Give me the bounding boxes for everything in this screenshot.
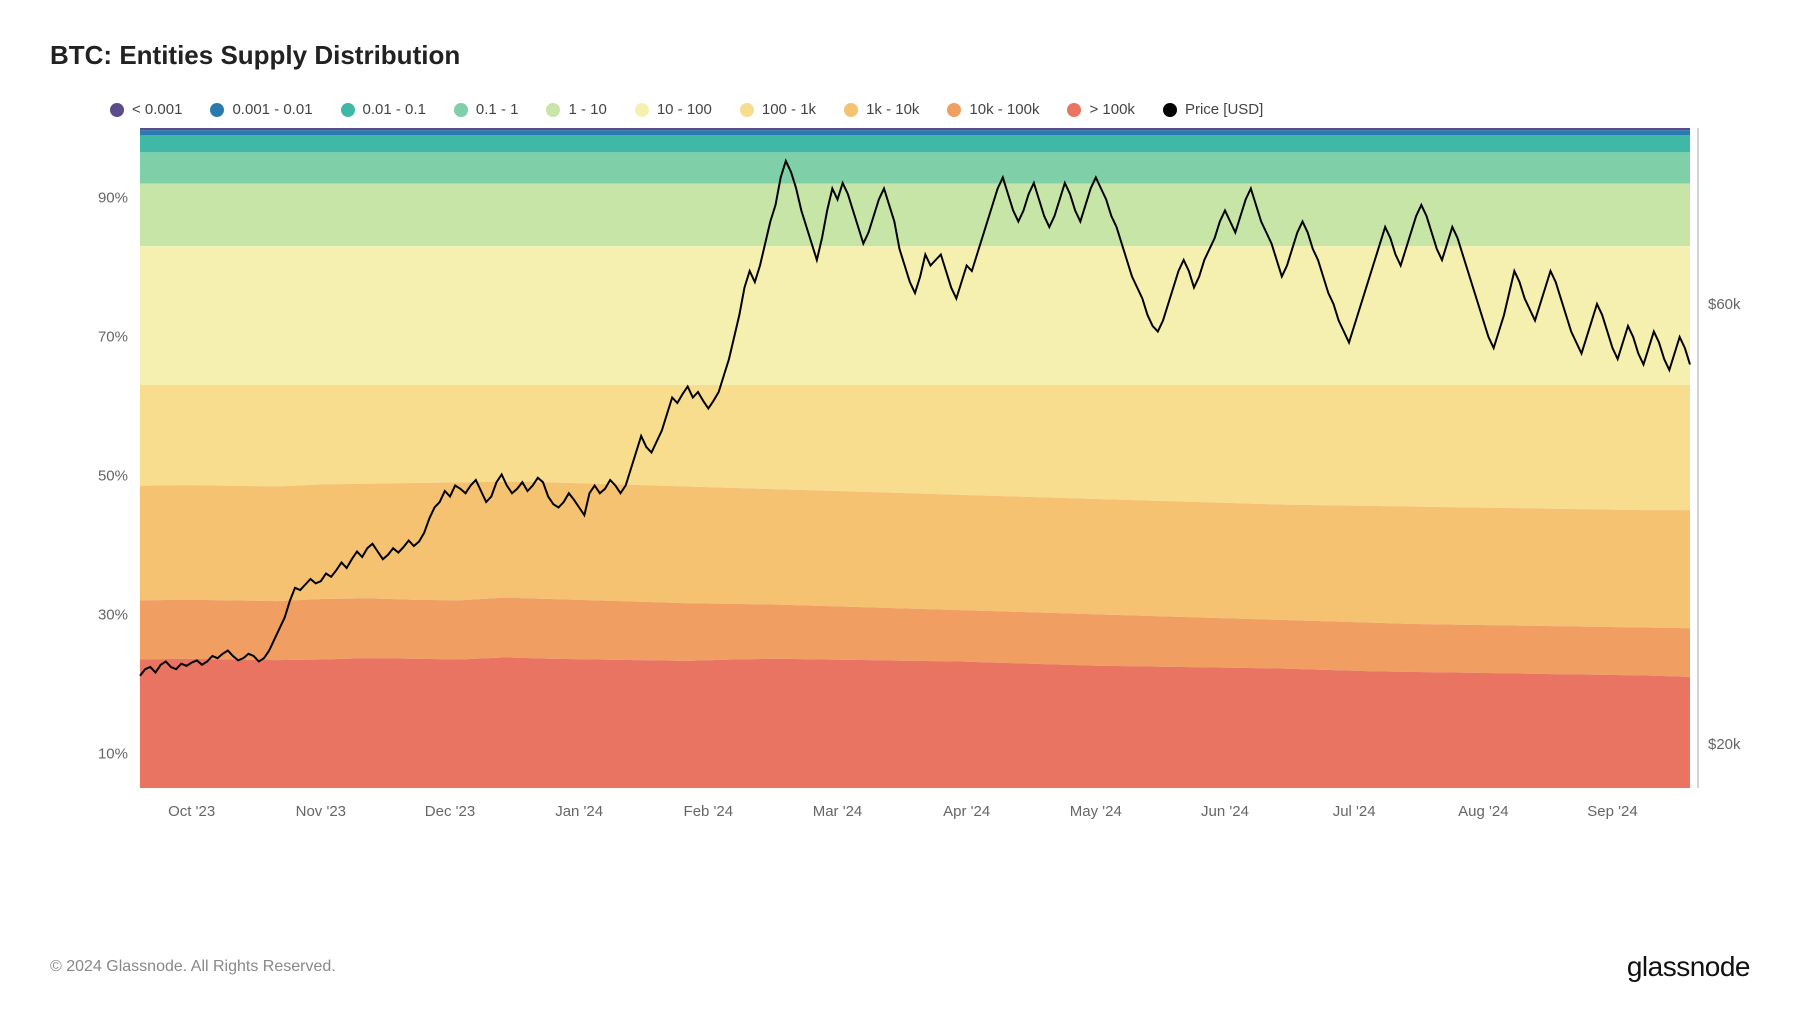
legend-label: 1k - 10k — [866, 101, 919, 118]
legend-dot — [341, 103, 355, 117]
legend-label: 10k - 100k — [969, 101, 1039, 118]
legend-label: 0.01 - 0.1 — [363, 101, 426, 118]
y-axis-left-label: 50% — [98, 467, 128, 484]
legend-item[interactable]: 1 - 10 — [546, 101, 606, 118]
legend-dot — [546, 103, 560, 117]
legend: < 0.001 0.001 - 0.01 0.01 - 0.1 0.1 - 1 1 - … — [50, 101, 1750, 118]
legend-label: 0.001 - 0.01 — [232, 101, 312, 118]
footer: © 2024 Glassnode. All Rights Reserved. g… — [50, 951, 1750, 983]
legend-label: 0.1 - 1 — [476, 101, 519, 118]
y-axis-left-label: 10% — [98, 745, 128, 762]
distribution-band — [140, 657, 1690, 788]
x-axis-label: Nov '23 — [296, 803, 346, 820]
x-axis-label: Jun '24 — [1201, 803, 1249, 820]
distribution-band — [140, 130, 1690, 135]
legend-label: > 100k — [1089, 101, 1134, 118]
legend-item[interactable]: 0.1 - 1 — [454, 101, 519, 118]
x-axis-label: Jan '24 — [555, 803, 603, 820]
distribution-band — [140, 135, 1690, 152]
legend-dot — [1067, 103, 1081, 117]
brand-logo: glassnode — [1627, 951, 1750, 983]
legend-dot — [635, 103, 649, 117]
legend-dot — [740, 103, 754, 117]
legend-item[interactable]: 1k - 10k — [844, 101, 919, 118]
y-axis-right-label: $60k — [1708, 296, 1741, 313]
distribution-band — [140, 128, 1690, 130]
legend-item[interactable]: 10 - 100 — [635, 101, 712, 118]
chart-area: 10% 30% 50% 70% 90% $20k $60k Oct '23 Nov '23 Dec… — [50, 128, 1750, 858]
legend-item[interactable]: 0.01 - 0.1 — [341, 101, 426, 118]
legend-label: 1 - 10 — [568, 101, 606, 118]
distribution-band — [140, 246, 1690, 385]
legend-item[interactable]: < 0.001 — [110, 101, 182, 118]
x-axis-label: Aug '24 — [1458, 803, 1508, 820]
x-axis-label: Jul '24 — [1333, 803, 1376, 820]
x-axis-label: Mar '24 — [813, 803, 863, 820]
legend-item[interactable]: 10k - 100k — [947, 101, 1039, 118]
legend-label: 10 - 100 — [657, 101, 712, 118]
legend-dot — [947, 103, 961, 117]
x-axis-label: May '24 — [1070, 803, 1122, 820]
legend-label: 100 - 1k — [762, 101, 816, 118]
legend-dot — [110, 103, 124, 117]
x-axis-label: Feb '24 — [684, 803, 734, 820]
y-axis-left-label: 70% — [98, 328, 128, 345]
legend-item[interactable]: 0.001 - 0.01 — [210, 101, 312, 118]
legend-label: Price [USD] — [1185, 101, 1263, 118]
x-axis-label: Oct '23 — [168, 803, 215, 820]
legend-label: < 0.001 — [132, 101, 182, 118]
legend-dot — [844, 103, 858, 117]
x-axis-label: Sep '24 — [1587, 803, 1637, 820]
legend-dot — [1163, 103, 1177, 117]
distribution-band — [140, 152, 1690, 183]
x-axis-label: Dec '23 — [425, 803, 475, 820]
x-axis-label: Apr '24 — [943, 803, 990, 820]
legend-item[interactable]: > 100k — [1067, 101, 1134, 118]
legend-item[interactable]: Price [USD] — [1163, 101, 1263, 118]
y-axis-right-label: $20k — [1708, 736, 1741, 753]
legend-item[interactable]: 100 - 1k — [740, 101, 816, 118]
y-axis-left-label: 90% — [98, 189, 128, 206]
y-axis-left-label: 30% — [98, 606, 128, 623]
legend-dot — [210, 103, 224, 117]
legend-dot — [454, 103, 468, 117]
copyright-text: © 2024 Glassnode. All Rights Reserved. — [50, 958, 336, 976]
chart-title: BTC: Entities Supply Distribution — [50, 40, 1750, 71]
